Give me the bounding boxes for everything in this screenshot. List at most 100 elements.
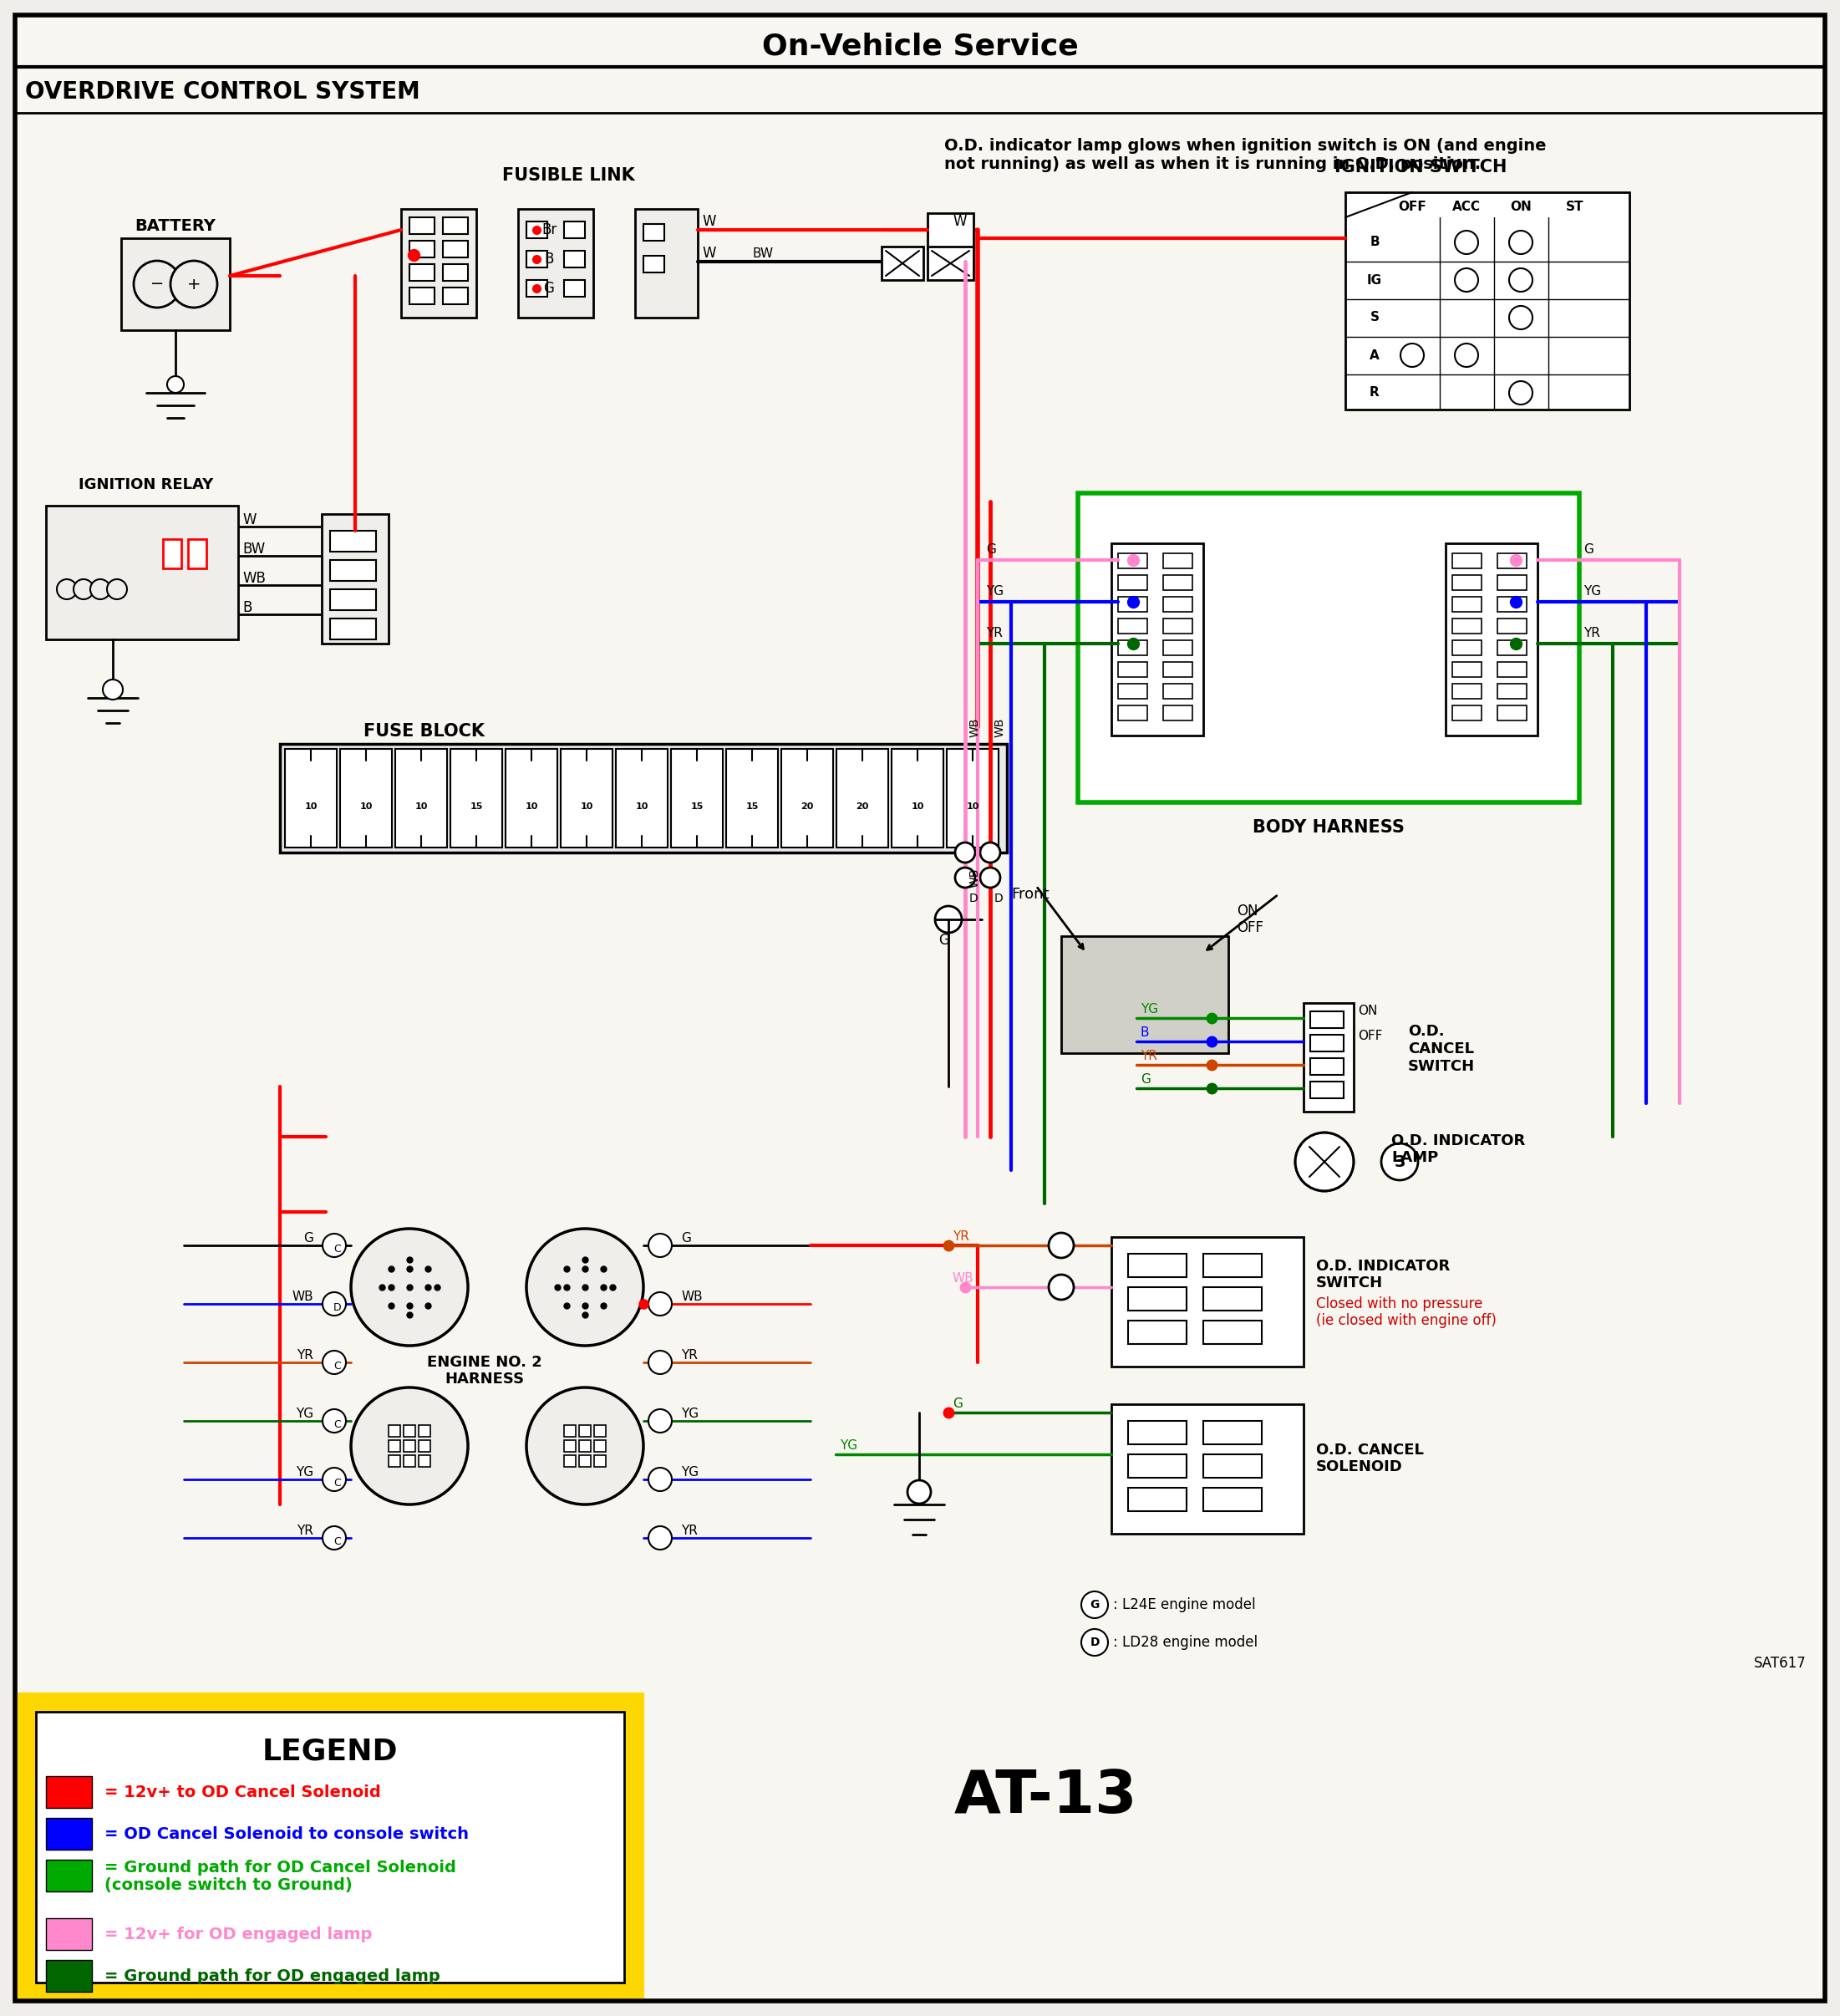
Text: 10: 10 — [359, 802, 372, 810]
Bar — [1119, 706, 1148, 720]
Circle shape — [981, 867, 1001, 887]
Text: 15: 15 — [690, 802, 703, 810]
Circle shape — [171, 260, 217, 308]
Text: 10: 10 — [414, 802, 427, 810]
Bar — [1498, 706, 1527, 720]
Text: OFF: OFF — [1236, 919, 1264, 935]
Bar — [329, 530, 375, 552]
Bar — [565, 1425, 576, 1437]
Circle shape — [1295, 1133, 1354, 1191]
Bar — [1163, 683, 1192, 700]
Bar — [401, 210, 477, 319]
Circle shape — [322, 1292, 346, 1316]
Text: 10: 10 — [911, 802, 924, 810]
Text: W: W — [701, 246, 716, 260]
Text: OVERDRIVE CONTROL SYSTEM: OVERDRIVE CONTROL SYSTEM — [26, 81, 420, 103]
Bar — [644, 224, 664, 240]
Bar — [635, 210, 697, 319]
Bar — [1310, 1034, 1343, 1052]
Bar — [329, 589, 375, 611]
Text: ON: ON — [1236, 903, 1259, 919]
Bar — [420, 1456, 431, 1468]
Bar — [580, 1439, 591, 1452]
Text: 10: 10 — [524, 802, 537, 810]
Bar — [1128, 1254, 1187, 1276]
Text: On-Vehicle Service: On-Vehicle Service — [762, 32, 1078, 60]
Text: : L24E engine model: : L24E engine model — [1113, 1597, 1255, 1613]
Bar — [1310, 1012, 1343, 1028]
Text: B: B — [1369, 236, 1380, 248]
Bar — [594, 1425, 605, 1437]
Circle shape — [1400, 343, 1424, 367]
Bar — [565, 1456, 576, 1468]
Text: 15: 15 — [745, 802, 758, 810]
Text: G: G — [543, 280, 554, 296]
Circle shape — [322, 1234, 346, 1258]
Text: = OD Cancel Solenoid to console switch: = OD Cancel Solenoid to console switch — [105, 1826, 469, 1843]
Text: WB: WB — [293, 1290, 313, 1304]
Circle shape — [1455, 268, 1478, 292]
Bar — [1452, 706, 1481, 720]
Bar — [594, 1439, 605, 1452]
Text: YG: YG — [681, 1466, 699, 1480]
Circle shape — [648, 1351, 672, 1375]
Text: −: − — [151, 276, 164, 292]
Bar — [388, 1425, 401, 1437]
Bar — [285, 748, 337, 847]
Text: = Ground path for OD Cancel Solenoid
(console switch to Ground): = Ground path for OD Cancel Solenoid (co… — [105, 1859, 456, 1893]
Text: G: G — [953, 1397, 962, 1411]
Text: WB: WB — [994, 718, 1006, 738]
Text: D: D — [970, 893, 979, 905]
Bar — [1452, 661, 1481, 677]
Bar — [443, 288, 467, 304]
Text: YG: YG — [296, 1407, 313, 1421]
Bar — [580, 1456, 591, 1468]
Circle shape — [1509, 230, 1533, 254]
Text: YR: YR — [953, 1230, 970, 1244]
Circle shape — [103, 679, 123, 700]
Text: : LD28 engine model: : LD28 engine model — [1113, 1635, 1259, 1649]
Bar — [580, 1425, 591, 1437]
Text: 15: 15 — [469, 802, 482, 810]
Circle shape — [1049, 1234, 1075, 1258]
Bar — [451, 748, 502, 847]
Bar — [948, 748, 999, 847]
Bar — [1128, 1454, 1187, 1478]
Bar — [329, 560, 375, 581]
Bar — [396, 748, 447, 847]
Bar — [594, 1456, 605, 1468]
Text: IGNITION RELAY: IGNITION RELAY — [79, 478, 213, 492]
Bar — [1111, 1238, 1303, 1367]
Bar — [526, 250, 546, 268]
Bar — [565, 280, 585, 296]
Text: D: D — [1089, 1637, 1100, 1649]
Text: WB: WB — [970, 867, 981, 887]
Bar — [1452, 683, 1481, 700]
Text: = 12v+ to OD Cancel Solenoid: = 12v+ to OD Cancel Solenoid — [105, 1784, 381, 1800]
Bar — [1062, 935, 1229, 1052]
Bar — [1345, 192, 1630, 409]
Bar — [1498, 575, 1527, 591]
Text: YG: YG — [1584, 585, 1601, 599]
Bar — [1452, 641, 1481, 655]
Bar — [1163, 575, 1192, 591]
Text: WB: WB — [970, 718, 981, 738]
Bar — [1203, 1286, 1262, 1310]
Text: W: W — [243, 512, 256, 528]
Bar — [1163, 661, 1192, 677]
Circle shape — [1049, 1274, 1075, 1300]
Text: 10: 10 — [304, 802, 316, 810]
Bar — [388, 1456, 401, 1468]
Bar — [565, 250, 585, 268]
Circle shape — [74, 579, 94, 599]
Bar — [837, 748, 889, 847]
Text: B: B — [1141, 1026, 1150, 1040]
Bar — [410, 288, 434, 304]
Text: BODY HARNESS: BODY HARNESS — [1253, 818, 1404, 837]
Bar — [1498, 619, 1527, 633]
Bar — [927, 214, 973, 248]
Bar — [46, 1859, 92, 1891]
Text: WB: WB — [681, 1290, 703, 1304]
Bar — [1452, 552, 1481, 569]
Bar — [1203, 1421, 1262, 1443]
